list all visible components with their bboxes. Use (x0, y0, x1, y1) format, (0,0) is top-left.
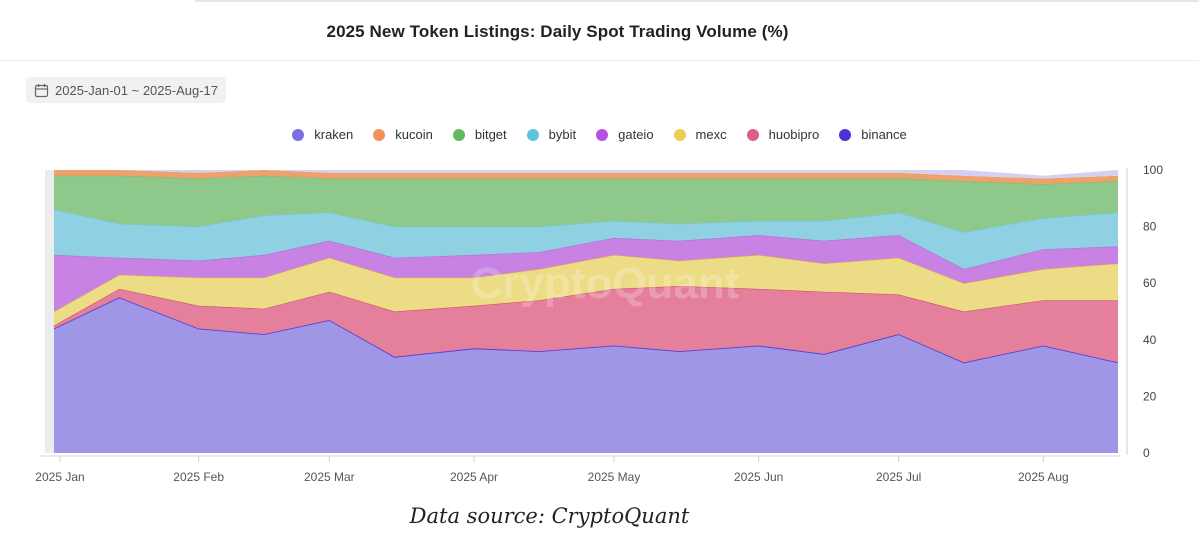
legend-dot-binance (839, 128, 852, 141)
data-source-caption: Data source: CryptoQuant (409, 504, 690, 528)
legend-dot-kraken (292, 128, 305, 141)
y-tick-label: 60 (1143, 276, 1157, 290)
area-kucoin (54, 170, 1118, 185)
y-tick-label: 0 (1143, 446, 1150, 460)
stacked-area-chart: CryptoQuant 0 20 40 60 80 100 2025 Jan 2025 Feb 2… (35, 163, 1163, 484)
legend-label-huobipro: huobipro (768, 127, 820, 142)
legend-label-mexc: mexc (695, 127, 727, 142)
title-bar: 2025 New Token Listings: Daily Spot Trad… (0, 0, 1199, 61)
x-tick-label: 2025 Mar (304, 470, 355, 484)
area-binance (54, 170, 1118, 179)
top-strip (195, 0, 1199, 2)
line-gateio (53, 234, 1119, 270)
watermark: CryptoQuant (471, 259, 740, 308)
area-huobipro (54, 286, 1118, 363)
legend-label-gateio: gateio (618, 127, 654, 142)
legend-item-gateio[interactable]: gateio (596, 127, 654, 142)
legend-dot-bybit (526, 128, 539, 141)
y-tick-label: 80 (1143, 220, 1157, 234)
area-bybit (54, 209, 1118, 269)
x-tick-label: 2025 Aug (1018, 470, 1069, 484)
y-tick-label: 100 (1143, 163, 1163, 177)
x-tick-label: 2025 May (588, 470, 641, 484)
legend-dot-mexc (673, 128, 686, 141)
x-tick-label: 2025 Jun (734, 470, 783, 484)
x-tick-label: 2025 Feb (173, 470, 224, 484)
area-kraken (54, 297, 1118, 453)
area-gateio (54, 235, 1118, 312)
left-band (45, 170, 54, 453)
legend-dot-kucoin (373, 128, 386, 141)
chart-title: 2025 New Token Listings: Daily Spot Trad… (326, 22, 789, 41)
x-tick-label: 2025 Jan (35, 470, 84, 484)
legend-item-mexc[interactable]: mexc (673, 127, 727, 142)
legend-label-kraken: kraken (314, 127, 354, 142)
legend-item-huobipro[interactable]: huobipro (746, 127, 820, 142)
chart-legend: kraken kucoin bitget bybit gateio mexc huobipr… (0, 127, 1199, 142)
legend-item-bitget[interactable]: bitget (452, 127, 507, 142)
legend-item-kraken[interactable]: kraken (292, 127, 353, 142)
legend-label-bybit: bybit (548, 127, 577, 142)
area-mexc (54, 254, 1118, 326)
x-tick-label: 2025 Apr (450, 470, 498, 484)
legend-item-kucoin[interactable]: kucoin (373, 127, 433, 142)
legend-dot-bitget (452, 128, 465, 141)
calendar-icon (34, 83, 49, 97)
date-range-label: 2025-Jan-01 ~ 2025-Aug-17 (55, 82, 218, 98)
legend-label-binance: binance (861, 127, 907, 142)
legend-label-bitget: bitget (474, 127, 507, 142)
legend-item-binance[interactable]: binance (839, 127, 907, 142)
legend-dot-gateio (596, 128, 609, 141)
legend-label-kucoin: kucoin (395, 127, 433, 142)
legend-item-bybit[interactable]: bybit (526, 127, 577, 142)
area-bitget (54, 175, 1118, 233)
date-range-picker[interactable]: 2025-Jan-01 ~ 2025-Aug-17 (26, 77, 226, 103)
legend-dot-huobipro (746, 128, 759, 141)
y-tick-label: 40 (1143, 333, 1157, 347)
x-tick-label: 2025 Jul (876, 470, 921, 484)
y-tick-label: 20 (1143, 389, 1157, 403)
